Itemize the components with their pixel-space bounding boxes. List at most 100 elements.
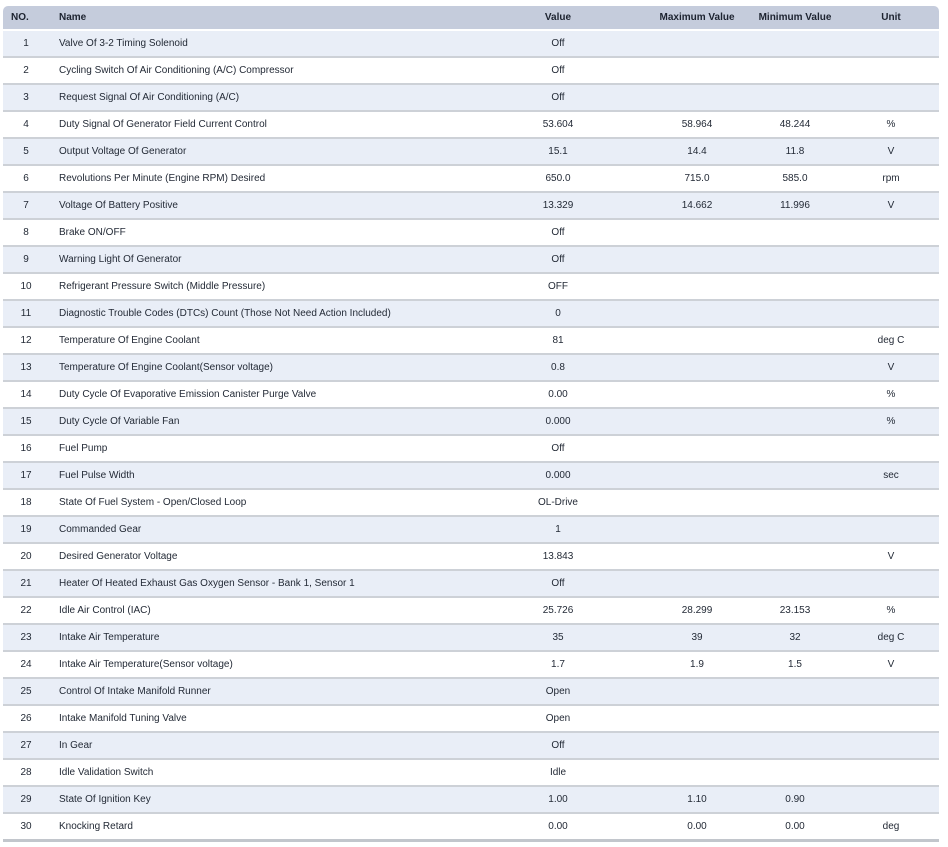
cell-no: 8 bbox=[23, 227, 29, 238]
cell-no: 21 bbox=[20, 578, 32, 589]
cell-value: 0.8 bbox=[551, 362, 565, 373]
header-cell-unit: Unit bbox=[881, 12, 901, 23]
cell-name: Temperature Of Engine Coolant(Sensor vol… bbox=[59, 362, 274, 373]
table-row[interactable]: 5 Output Voltage Of Generator 15.1 14.4 11.8… bbox=[3, 139, 939, 166]
table-row[interactable]: 7 Voltage Of Battery Positive 13.329 14.662… bbox=[3, 193, 939, 220]
table-row[interactable]: 21 Heater Of Heated Exhaust Gas Oxygen Se… bbox=[3, 571, 939, 598]
cell-minimum-value: 48.244 bbox=[779, 119, 811, 130]
cell-name: Warning Light Of Generator bbox=[59, 254, 182, 265]
table-row[interactable]: 20 Desired Generator Voltage 13.843 V bbox=[3, 544, 939, 571]
cell-unit: deg C bbox=[877, 632, 905, 643]
table-row[interactable]: 11 Diagnostic Trouble Codes (DTCs) Count … bbox=[3, 301, 939, 328]
cell-value: 1.7 bbox=[551, 659, 565, 670]
cell-name: Voltage Of Battery Positive bbox=[59, 200, 178, 211]
cell-value: 1.00 bbox=[548, 794, 568, 805]
cell-minimum-value: 1.5 bbox=[788, 659, 802, 670]
cell-value: Off bbox=[551, 443, 565, 454]
cell-value: 0.000 bbox=[545, 416, 571, 427]
cell-name: Knocking Retard bbox=[59, 821, 133, 832]
cell-no: 7 bbox=[23, 200, 29, 211]
table-row[interactable]: 26 Intake Manifold Tuning Valve Open bbox=[3, 706, 939, 733]
table-row[interactable]: 10 Refrigerant Pressure Switch (Middle Pr… bbox=[3, 274, 939, 301]
cell-no: 14 bbox=[20, 389, 32, 400]
cell-no: 12 bbox=[20, 335, 32, 346]
header-cell-minimum-value: Minimum Value bbox=[758, 12, 832, 23]
table-rows-container: 1 Valve Of 3-2 Timing Solenoid Off 2 Cycling… bbox=[3, 31, 939, 842]
cell-no: 1 bbox=[23, 38, 29, 49]
table-row[interactable]: 15 Duty Cycle Of Variable Fan 0.000% bbox=[3, 409, 939, 436]
table-row[interactable]: 9 Warning Light Of Generator Off bbox=[3, 247, 939, 274]
cell-no: 10 bbox=[20, 281, 32, 292]
cell-no: 29 bbox=[20, 794, 32, 805]
table-header-row: NO. Name Value Maximum Value Minimum Val… bbox=[3, 6, 939, 29]
cell-name: Fuel Pump bbox=[59, 443, 108, 454]
table-row[interactable]: 19 Commanded Gear 1 bbox=[3, 517, 939, 544]
cell-name: Idle Air Control (IAC) bbox=[59, 605, 151, 616]
cell-value: 0.00 bbox=[548, 821, 568, 832]
cell-maximum-value: 1.9 bbox=[690, 659, 704, 670]
cell-maximum-value: 14.662 bbox=[681, 200, 713, 211]
table-row[interactable]: 17 Fuel Pulse Width 0.000 sec bbox=[3, 463, 939, 490]
cell-value: Off bbox=[551, 578, 565, 589]
cell-value: 35 bbox=[552, 632, 564, 643]
table-row[interactable]: 16 Fuel Pump Off bbox=[3, 436, 939, 463]
cell-name: Control Of Intake Manifold Runner bbox=[59, 686, 211, 697]
cell-name: Intake Air Temperature(Sensor voltage) bbox=[59, 659, 233, 670]
cell-name: Duty Cycle Of Variable Fan bbox=[59, 416, 180, 427]
cell-name: Idle Validation Switch bbox=[59, 767, 154, 778]
cell-name: Refrigerant Pressure Switch (Middle Pres… bbox=[59, 281, 266, 292]
cell-maximum-value: 1.10 bbox=[687, 794, 707, 805]
cell-maximum-value: 14.4 bbox=[687, 146, 707, 157]
cell-maximum-value: 58.964 bbox=[681, 119, 713, 130]
cell-no: 11 bbox=[20, 308, 32, 319]
cell-no: 5 bbox=[23, 146, 29, 157]
cell-name: Intake Manifold Tuning Valve bbox=[59, 713, 187, 724]
table-row[interactable]: 27 In Gear Off bbox=[3, 733, 939, 760]
cell-name: In Gear bbox=[59, 740, 93, 751]
table-row[interactable]: 1 Valve Of 3-2 Timing Solenoid Off bbox=[3, 31, 939, 58]
cell-minimum-value: 23.153 bbox=[779, 605, 811, 616]
table-row[interactable]: 12 Temperature Of Engine Coolant 81 deg C bbox=[3, 328, 939, 355]
table-row[interactable]: 24 Intake Air Temperature(Sensor voltage)… bbox=[3, 652, 939, 679]
cell-value: 0.000 bbox=[545, 470, 571, 481]
cell-unit: sec bbox=[883, 470, 899, 481]
cell-name: Output Voltage Of Generator bbox=[59, 146, 187, 157]
table-row[interactable]: 28 Idle Validation Switch Idle bbox=[3, 760, 939, 787]
cell-no: 6 bbox=[23, 173, 29, 184]
cell-unit: V bbox=[887, 200, 895, 211]
cell-name: Duty Cycle Of Evaporative Emission Canis… bbox=[59, 389, 317, 400]
table-row[interactable]: 6 Revolutions Per Minute (Engine RPM) Des… bbox=[3, 166, 939, 193]
cell-unit: deg C bbox=[877, 335, 905, 346]
table-row[interactable]: 13 Temperature Of Engine Coolant(Sensor v… bbox=[3, 355, 939, 382]
table-row[interactable]: 3 Request Signal Of Air Conditioning (A/C… bbox=[3, 85, 939, 112]
cell-minimum-value: 11.996 bbox=[780, 200, 810, 211]
cell-unit: % bbox=[886, 416, 896, 427]
cell-minimum-value: 11.8 bbox=[785, 146, 805, 157]
table-row[interactable]: 22 Idle Air Control (IAC) 25.726 28.299 23.1… bbox=[3, 598, 939, 625]
table-row[interactable]: 4 Duty Signal Of Generator Field Current … bbox=[3, 112, 939, 139]
table-row[interactable]: 23 Intake Air Temperature 35 39 32 deg C bbox=[3, 625, 939, 652]
cell-no: 15 bbox=[20, 416, 32, 427]
cell-name: Duty Signal Of Generator Field Current C… bbox=[59, 119, 267, 130]
cell-minimum-value: 585.0 bbox=[782, 173, 808, 184]
table-row[interactable]: 14 Duty Cycle Of Evaporative Emission Can… bbox=[3, 382, 939, 409]
cell-name: Brake ON/OFF bbox=[59, 227, 126, 238]
cell-no: 18 bbox=[20, 497, 32, 508]
table-row[interactable]: 29 State Of Ignition Key 1.00 1.10 0.90 bbox=[3, 787, 939, 814]
cell-unit: % bbox=[886, 605, 896, 616]
cell-no: 16 bbox=[20, 443, 32, 454]
table-row[interactable]: 30 Knocking Retard 0.00 0.00 0.00 deg bbox=[3, 814, 939, 839]
cell-no: 9 bbox=[23, 254, 29, 265]
cell-value: OL-Drive bbox=[537, 497, 578, 508]
header-cell-no: NO. bbox=[11, 12, 29, 23]
cell-no: 23 bbox=[20, 632, 32, 643]
table-row[interactable]: 8 Brake ON/OFF Off bbox=[3, 220, 939, 247]
cell-maximum-value: 715.0 bbox=[684, 173, 710, 184]
cell-no: 22 bbox=[20, 605, 32, 616]
cell-no: 24 bbox=[20, 659, 32, 670]
table-row[interactable]: 2 Cycling Switch Of Air Conditioning (A/C… bbox=[3, 58, 939, 85]
header-cell-value: Value bbox=[544, 12, 572, 23]
table-row[interactable]: 18 State Of Fuel System - Open/Closed Loo… bbox=[3, 490, 939, 517]
cell-name: Cycling Switch Of Air Conditioning (A/C)… bbox=[59, 65, 294, 76]
table-row[interactable]: 25 Control Of Intake Manifold Runner Open bbox=[3, 679, 939, 706]
